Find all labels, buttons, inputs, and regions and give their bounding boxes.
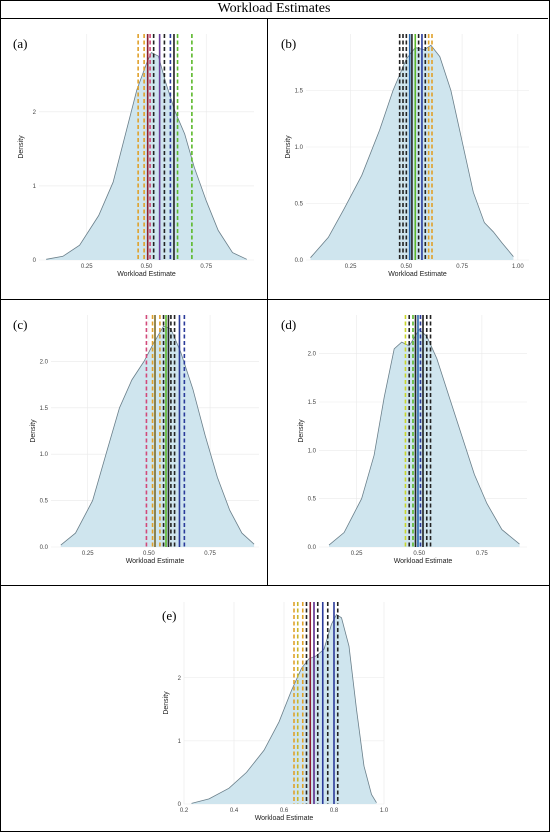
x-tick-label-1: 0.50	[143, 551, 155, 557]
density-curve	[328, 328, 520, 546]
y-axis-label: Density	[298, 419, 305, 443]
x-tick-label-2: 0.75	[456, 264, 468, 270]
x-tick-label-1: 0.50	[413, 551, 425, 557]
y-tick-label-2: 1.0	[40, 452, 49, 458]
panel-label: (d)	[281, 317, 296, 332]
x-tick-label-0: 0.25	[82, 551, 94, 557]
y-tick-label-0: 0	[178, 802, 182, 808]
x-tick-label-2: 0.75	[476, 551, 488, 557]
x-axis-label: Workload Estimate	[126, 558, 185, 565]
divider-row2	[0, 585, 550, 586]
y-tick-label-4: 2.0	[40, 359, 49, 365]
density-area	[60, 326, 255, 547]
y-tick-label-3: 1.5	[308, 400, 317, 406]
x-axis-label: Workload Estimate	[394, 558, 453, 565]
x-tick-label-0: 0.25	[351, 551, 363, 557]
y-tick-label-1: 1	[178, 739, 182, 745]
y-axis-label: Density	[30, 419, 37, 443]
panel-d: (d) 0.25 0.50 0.75 0.0 0.5 1.0 1.5 2.0 Workload E…	[281, 315, 527, 565]
panel-e: (e) 0.2 0.4 0.6 0.8 1.0 0 1 2 Workload Estimate De…	[162, 602, 389, 822]
x-tick-label-2: 0.6	[280, 808, 289, 814]
panel-label: (c)	[13, 317, 27, 332]
y-tick-label-3: 1.5	[295, 89, 304, 95]
y-tick-label-1: 0.5	[308, 497, 317, 503]
y-axis-label: Density	[285, 135, 292, 159]
y-tick-label-2: 2	[178, 676, 182, 682]
x-tick-label-0: 0.25	[81, 264, 93, 270]
y-tick-label-0: 0	[33, 258, 37, 264]
density-curve	[46, 51, 247, 260]
panel-a: (a) 0.25 0.50 0.75 0 1 2 Workload Estimate Densi…	[13, 34, 254, 278]
density-area	[46, 52, 247, 260]
divider-row1	[0, 299, 550, 300]
y-tick-label-0: 0.0	[308, 545, 317, 551]
x-axis-label: Workload Estimate	[117, 271, 176, 278]
y-axis-label: Density	[163, 691, 170, 715]
density-area	[191, 614, 377, 804]
x-tick-label-0: 0.2	[180, 808, 189, 814]
x-tick-label-4: 1.0	[380, 808, 389, 814]
x-tick-label-1: 0.4	[230, 808, 239, 814]
y-tick-label-1: 0.5	[295, 202, 304, 208]
density-area	[329, 329, 520, 547]
y-tick-label-1: 0.5	[40, 499, 49, 505]
x-tick-label-2: 0.75	[204, 551, 216, 557]
density-curve	[191, 614, 377, 804]
x-tick-label-0: 0.25	[345, 264, 357, 270]
panel-c: (c) 0.25 0.50 0.75 0.0 0.5 1.0 1.5 2.0 Workload E…	[13, 315, 259, 565]
figure-title: Workload Estimates	[0, 0, 548, 19]
y-tick-label-2: 1.0	[308, 448, 317, 454]
panel-label: (e)	[162, 608, 176, 623]
x-axis-label: Workload Estimate	[255, 815, 314, 822]
y-axis-label: Density	[18, 135, 25, 159]
y-tick-label-0: 0.0	[40, 545, 49, 551]
y-tick-label-4: 2.0	[308, 352, 317, 358]
x-tick-label-1: 0.50	[401, 264, 413, 270]
x-tick-label-1: 0.50	[141, 264, 153, 270]
y-tick-label-2: 2	[33, 110, 37, 116]
panel-label: (a)	[13, 36, 27, 51]
y-tick-label-0: 0.0	[295, 258, 304, 264]
x-tick-label-3: 0.8	[330, 808, 339, 814]
x-tick-label-2: 0.75	[200, 264, 212, 270]
x-tick-label-3: 1.00	[512, 264, 524, 270]
y-tick-label-2: 1.0	[295, 145, 304, 151]
panel-label: (b)	[281, 36, 296, 51]
divider-col	[267, 19, 268, 585]
panel-b: (b) 0.25 0.50 0.75 1.00 0.0 0.5 1.0 1.5 Workload …	[281, 34, 529, 278]
y-tick-label-1: 1	[33, 184, 37, 190]
x-axis-label: Workload Estimate	[388, 271, 447, 278]
density-curve	[310, 44, 514, 258]
density-curve	[60, 325, 255, 546]
y-tick-label-3: 1.5	[40, 406, 49, 412]
